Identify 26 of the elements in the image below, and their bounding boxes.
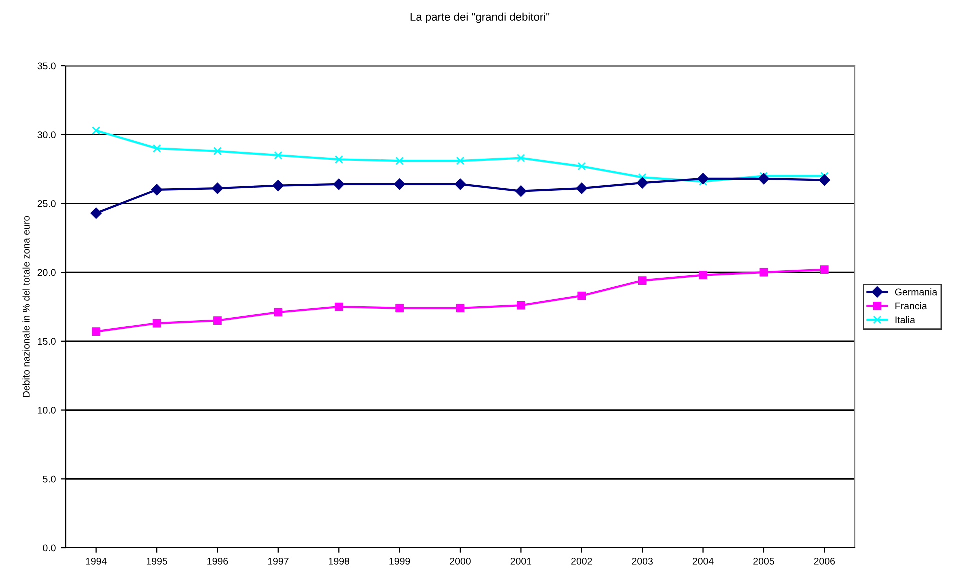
x-tick-label: 1998 [329, 558, 350, 565]
legend-label: Francia [896, 302, 928, 310]
x-tick-label: 2005 [754, 558, 774, 565]
y-tick-label: 35.0 [38, 62, 56, 70]
x-tick-label: 2002 [572, 558, 592, 565]
y-axis-title: Debito nazionale in % del totale zona euro [22, 216, 30, 398]
x-tick-label: 2003 [632, 558, 653, 565]
legend-label: Germania [895, 288, 938, 296]
y-tick-label: 5.0 [43, 476, 56, 483]
y-tick-label: 25.0 [38, 200, 56, 208]
y-tick-label: 30.0 [38, 132, 56, 138]
y-tick-label: 20.0 [38, 269, 56, 276]
x-tick-label: 2001 [510, 558, 532, 565]
chart-title: La parte dei "grandi debitori" [410, 12, 550, 24]
x-tick-label: 1994 [86, 558, 107, 565]
y-tick-label: 15.0 [38, 338, 56, 346]
legend-label: Italia [896, 316, 916, 324]
y-tick-label: 10.0 [38, 407, 56, 414]
x-tick-label: 1999 [390, 558, 410, 565]
x-tick-label: 1997 [268, 558, 289, 565]
x-tick-label: 1995 [146, 558, 168, 565]
x-tick-label: 2006 [814, 558, 836, 565]
y-tick-label: 0.0 [43, 544, 56, 552]
x-tick-label: 2000 [450, 558, 471, 565]
x-tick-label: 2004 [692, 558, 714, 565]
x-tick-label: 1996 [208, 558, 228, 565]
